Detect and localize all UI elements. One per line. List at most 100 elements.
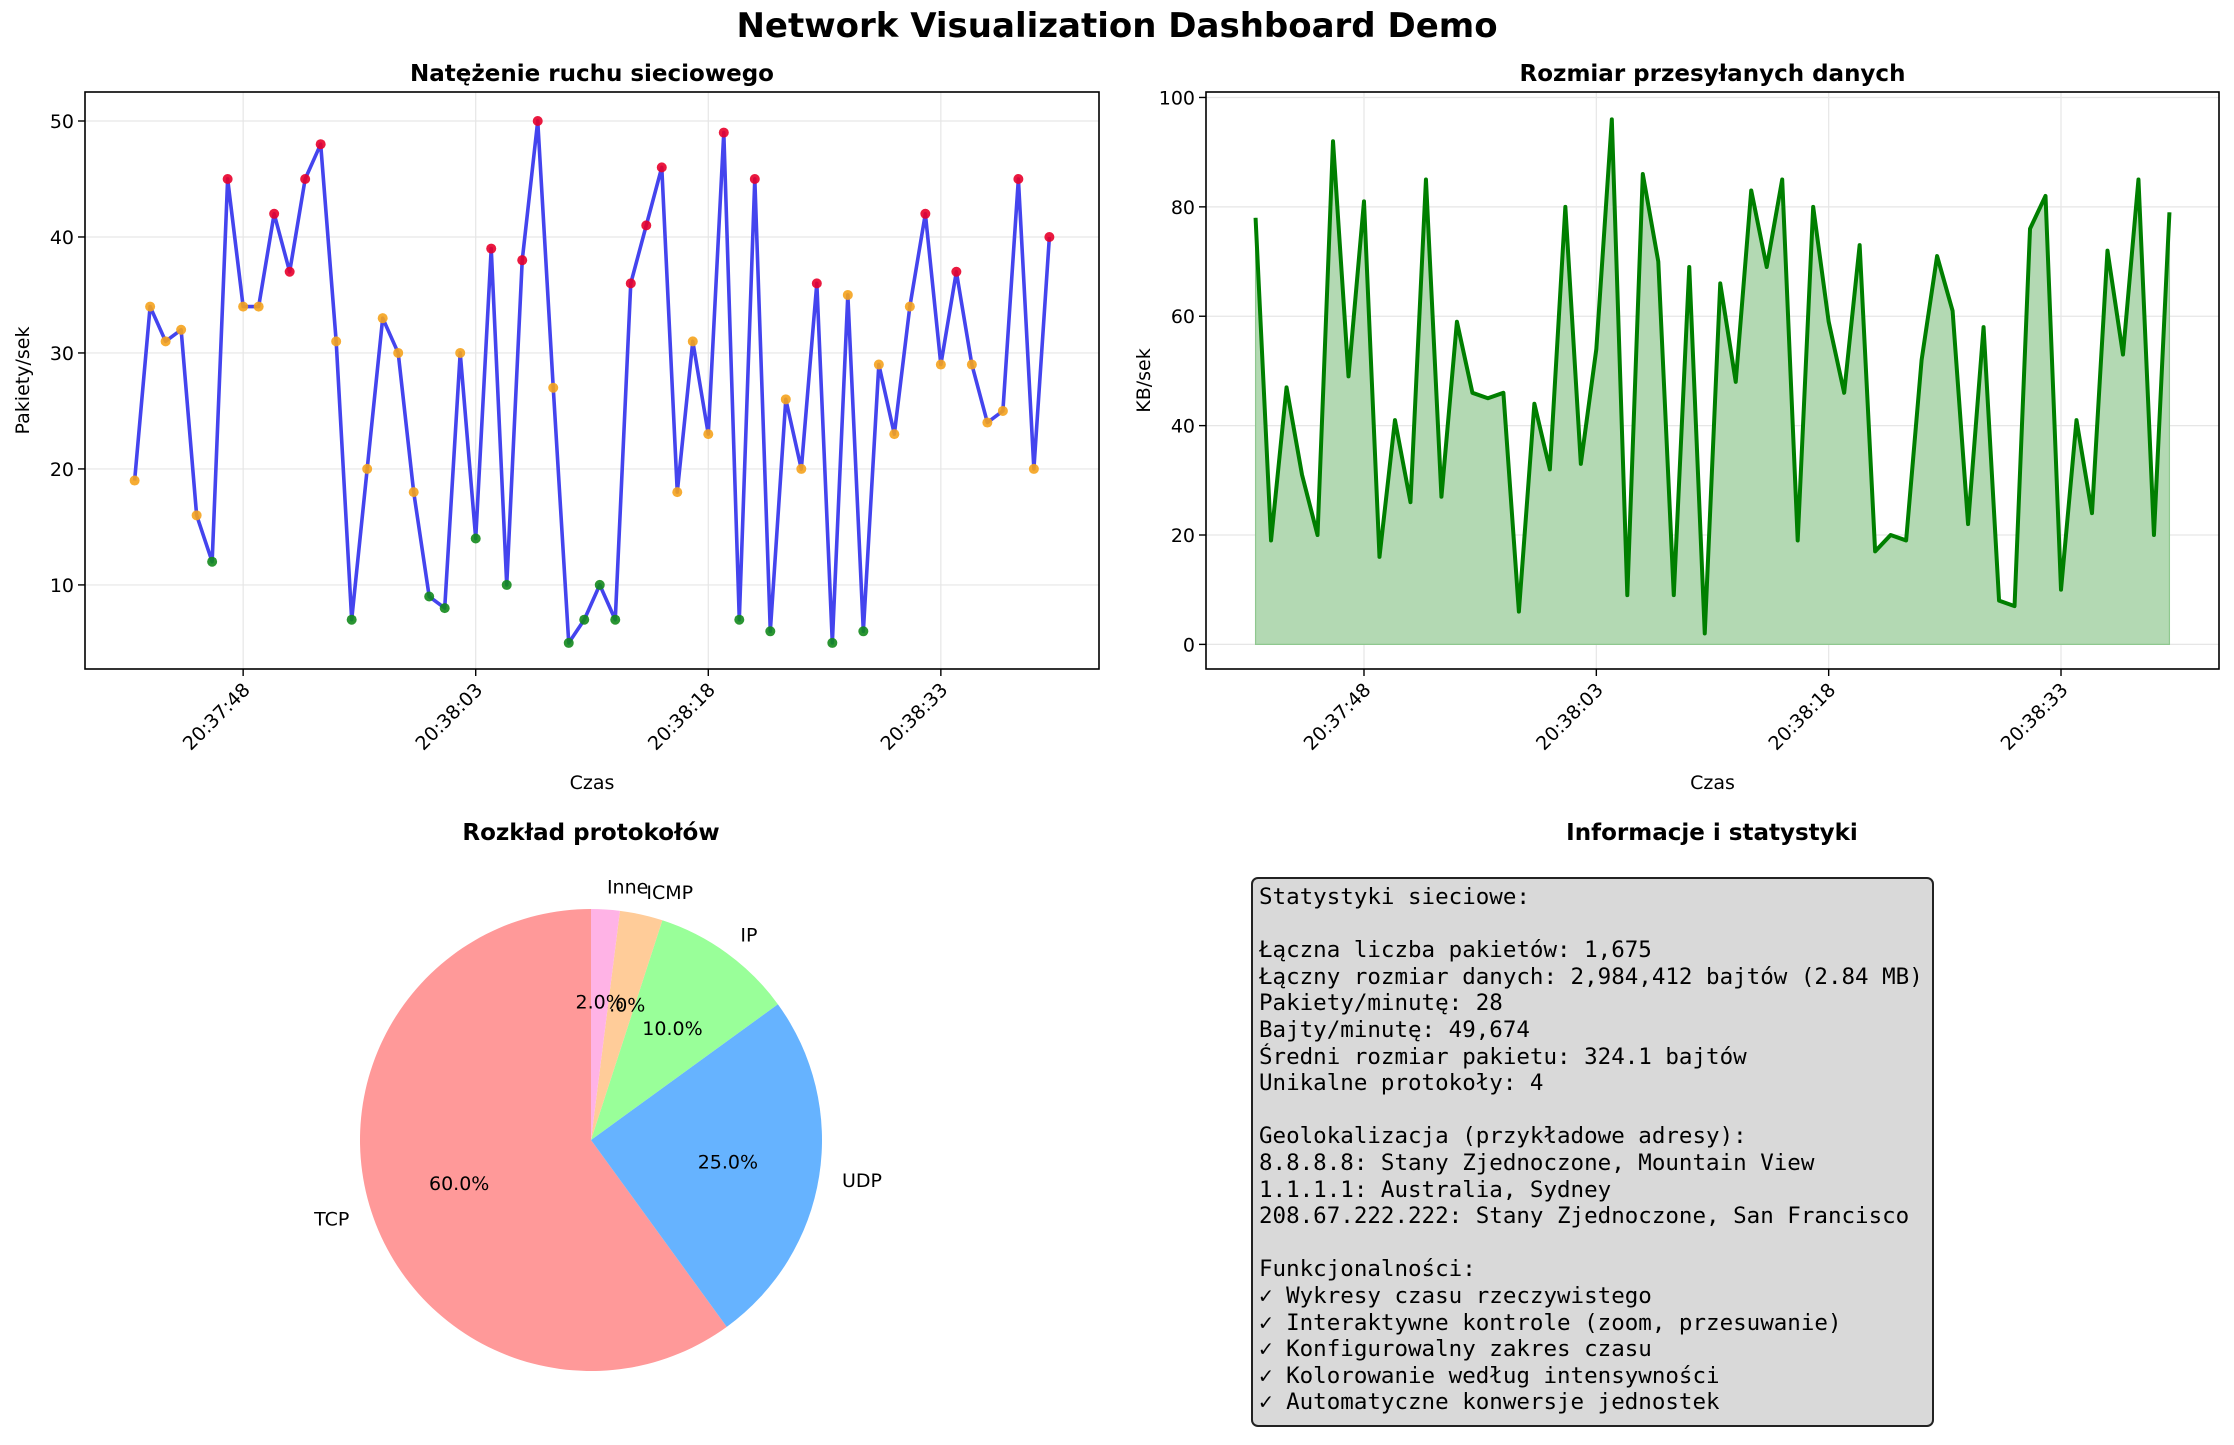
y-tick-label: 20: [50, 459, 74, 481]
x-axis-label: Czas: [1690, 772, 1735, 794]
data-point: [873, 359, 884, 370]
stats-line: Statystyki sieciowe:: [1259, 884, 1530, 910]
data-point: [625, 278, 636, 289]
data-point: [517, 255, 528, 266]
data-point: [191, 510, 202, 521]
stats-line: Bajty/minutę: 49,674: [1259, 1016, 1530, 1043]
y-axis-label: KB/sek: [1133, 348, 1155, 413]
data-point: [904, 301, 915, 312]
data-point: [827, 637, 838, 648]
data-point: [129, 475, 140, 486]
y-tick-label: 80: [1171, 197, 1195, 219]
chart-title: Rozkład protokołów: [462, 820, 719, 846]
data-point: [1028, 463, 1039, 474]
stats-line: Łączny rozmiar danych: 2,984,412 bajtów …: [1259, 963, 1923, 990]
page-title: Network Visualization Dashboard Demo: [736, 6, 1498, 46]
data-point: [470, 533, 481, 544]
series-line: [132, 119, 1052, 645]
x-tick-label: 20:38:33: [1997, 679, 2073, 755]
data-point: [160, 336, 171, 347]
data-point: [300, 173, 311, 184]
y-axis-label: Pakiety/sek: [12, 327, 34, 435]
stats-line: ✓ Kolorowanie według intensywności: [1259, 1362, 1720, 1389]
data-point: [346, 614, 357, 625]
data-point: [548, 382, 559, 393]
traffic-line-chart: 10 20 30 40 50 20:37:48 20:38:03 20:38:18 20:38:…: [12, 61, 1100, 794]
data-point: [269, 208, 280, 219]
chart-title: Rozmiar przesyłanych danych: [1520, 61, 1906, 87]
pie-slice-icmp: [591, 910, 663, 1140]
pie-slice-ip: [591, 920, 778, 1140]
data-point: [687, 336, 698, 347]
y-tick-label: 40: [1171, 416, 1195, 438]
data-point: [393, 347, 404, 358]
y-tick-label: 20: [1171, 525, 1195, 547]
pie-slice-udp: [591, 1004, 822, 1327]
data-point: [439, 603, 450, 614]
pie-category-label: IP: [740, 924, 757, 946]
plot-frame: [1205, 91, 2220, 670]
data-point: [672, 487, 683, 498]
data-point: [842, 289, 853, 300]
x-tick-label: 20:38:03: [411, 679, 487, 755]
data-point: [486, 243, 497, 254]
data-point: [145, 301, 156, 312]
pie-pct-label: 25.0%: [698, 1152, 758, 1174]
data-point: [718, 127, 729, 138]
data-point: [455, 347, 466, 358]
pie-pct-label: 10.0%: [642, 1018, 702, 1040]
pie-pct-label: 60.0%: [429, 1173, 489, 1195]
pie-category-label: UDP: [842, 1170, 882, 1192]
data-point: [780, 394, 791, 405]
stats-line: 8.8.8.8: Stany Zjednoczone, Mountain Vie…: [1259, 1149, 1815, 1176]
data-point: [610, 614, 621, 625]
y-tick-label: 0: [1183, 634, 1195, 656]
data-point: [284, 266, 295, 277]
x-tick-label: 20:38:03: [1532, 679, 1608, 755]
stats-blank-line: [1259, 1097, 1926, 1124]
pie-slice-tcp: [359, 909, 727, 1371]
plot-frame: [84, 91, 1100, 670]
data-point: [951, 266, 962, 277]
data-point: [656, 162, 667, 173]
data-point: [749, 173, 760, 184]
pie-slice-inne: [591, 909, 620, 1140]
stats-line: Geolokalizacja (przykładowe adresy):: [1259, 1123, 1747, 1150]
data-point: [331, 336, 342, 347]
data-point: [238, 301, 249, 312]
x-tick-label: 20:37:48: [179, 679, 255, 755]
chart-title: Natężenie ruchu sieciowego: [410, 61, 774, 87]
series-line: [1253, 117, 2172, 636]
pie-category-label: ICMP: [646, 882, 693, 904]
data-point: [563, 637, 574, 648]
data-point: [1013, 173, 1024, 184]
x-tick-label: 20:37:48: [1300, 679, 1376, 755]
info-panel-title: Informacje i statystyki: [1566, 820, 1858, 846]
x-axis-label: Czas: [570, 772, 615, 794]
protocol-pie-chart: TCP 60.0% UDP 25.0% IP 10.0% ICMP 3.0% Inne 2.0% R…: [313, 820, 882, 1371]
data-point: [176, 324, 187, 335]
y-tick-label: 100: [1159, 87, 1195, 109]
data-point: [982, 417, 993, 428]
stats-line: Średni rozmiar pakietu: 324.1 bajtów: [1259, 1043, 1747, 1070]
data-point: [315, 139, 326, 150]
y-tick-label: 30: [50, 343, 74, 365]
stats-line: Pakiety/minutę: 28: [1259, 990, 1503, 1017]
y-tick-label: 60: [1171, 306, 1195, 328]
data-point: [532, 115, 543, 126]
pie-category-label: Inne: [607, 876, 648, 898]
x-tick-label: 20:38:33: [876, 679, 952, 755]
data-point: [362, 463, 373, 474]
stats-line: 208.67.222.222: Stany Zjednoczone, San F…: [1259, 1203, 1910, 1230]
stats-line: ✓ Interaktywne kontrole (zoom, przesuwan…: [1259, 1309, 1842, 1336]
data-point: [1044, 231, 1055, 242]
data-point: [858, 626, 869, 637]
data-point: [734, 614, 745, 625]
stats-blank-line: [1259, 1230, 1926, 1257]
x-tick-label: 20:38:18: [644, 679, 720, 755]
stats-panel: Statystyki sieciowe: Łączna liczba pakie…: [1251, 877, 1934, 1427]
data-point: [207, 556, 218, 567]
y-tick-label: 50: [50, 111, 74, 133]
data-size-area-chart: 0 20 40 60 80 100 20:37:48 20:38:03 20:38:18 20:3…: [1133, 61, 2220, 794]
